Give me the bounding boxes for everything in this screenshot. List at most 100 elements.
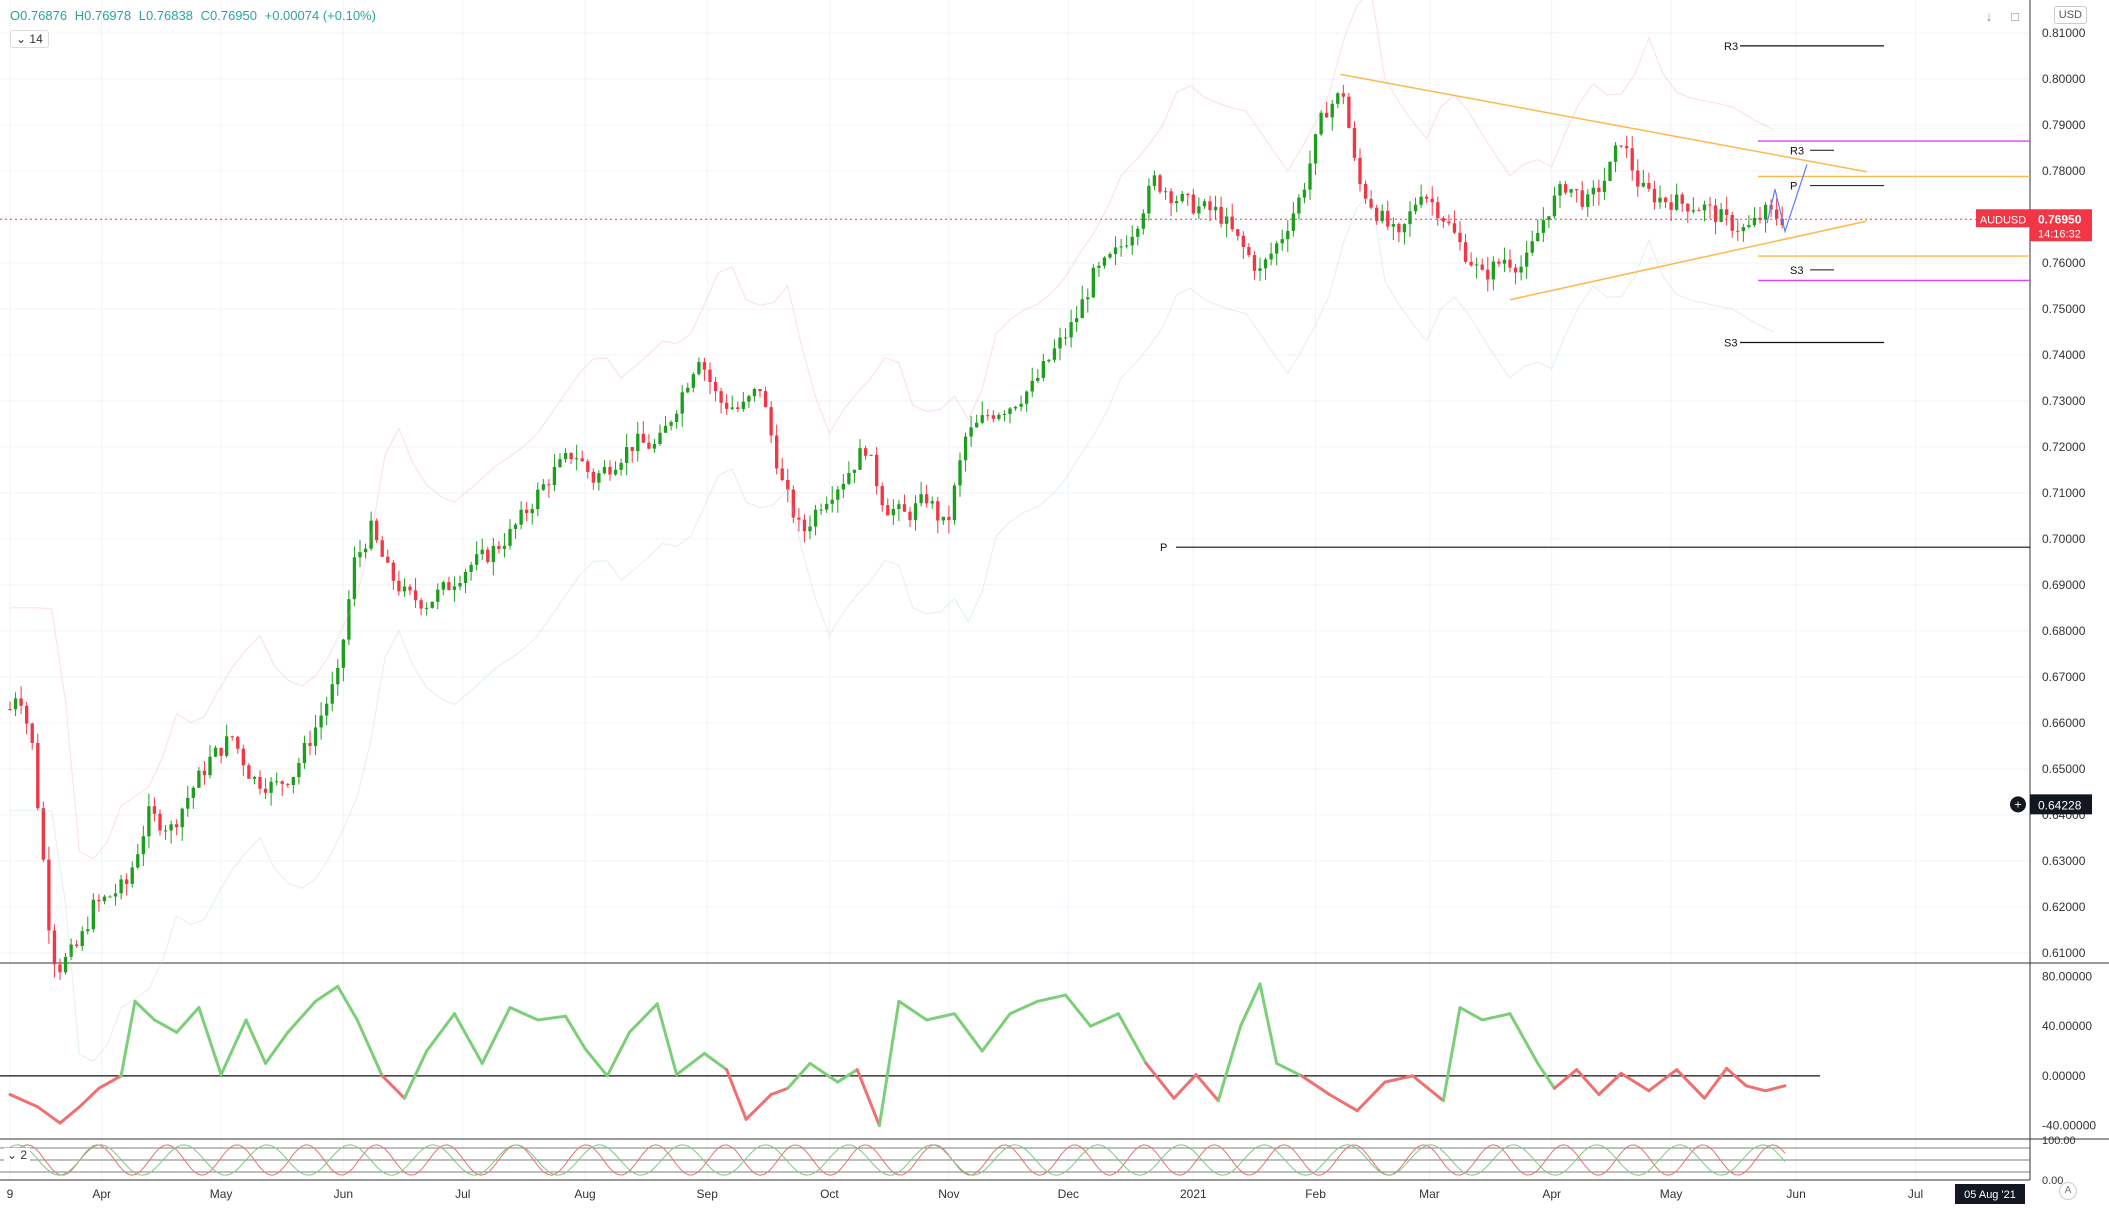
candle-body [419,600,423,609]
candle [641,421,645,444]
candle-body [1708,204,1712,206]
candle [1097,261,1101,278]
symbol-tag [1976,209,2030,228]
candle [1013,405,1018,411]
candle-body [1002,413,1007,415]
candle [1069,309,1073,348]
osc-segment [655,1002,679,1077]
candle [1725,196,1729,226]
candle [1325,101,1329,118]
osc-segment [952,1012,984,1053]
candle [480,538,484,560]
candle-body [63,956,68,973]
candle [1341,84,1345,105]
candle [952,482,957,525]
candle [1275,240,1279,266]
candle [541,479,545,491]
candle-body [1563,184,1568,193]
candle [80,926,84,951]
candle [508,519,512,550]
candle-body [1147,185,1151,214]
candle [1136,225,1140,246]
candle-body [1619,145,1623,147]
candle [1597,179,1601,206]
osc-segment [1008,999,1040,1016]
candle [1602,167,1607,200]
candle [1708,196,1712,219]
candle-body [1413,204,1418,212]
close-value: C0.76950 [200,8,257,23]
candle [1469,252,1473,268]
indicator-toggle[interactable]: ⌄ 14 [10,30,49,48]
candle-body [1775,209,1779,219]
arrow-down-icon[interactable]: ↓ [1985,9,1993,24]
candle [69,938,73,961]
candle [497,541,501,554]
osc-segment [1300,1074,1331,1096]
osc-segment [1239,982,1262,1028]
crosshair-icon [2010,796,2026,813]
candle-body [1341,93,1345,97]
candle-body [1219,206,1223,224]
candle-body [1436,202,1440,219]
osc-segment [897,999,929,1022]
candle-body [713,381,718,392]
candle-body [1730,215,1734,231]
crosshair-tag [2030,794,2092,815]
candle-body [919,494,923,504]
osc-segment [1441,1006,1462,1103]
candle-body [730,407,734,409]
candle-body [297,763,301,778]
candle-body [1063,337,1068,339]
candle-body [13,698,18,710]
candle-body [391,562,395,581]
osc-segment [119,999,137,1078]
candle [647,434,651,450]
candle-body [697,362,701,375]
candle-body [1175,201,1179,204]
candle-body [886,505,890,516]
candle-body [1602,180,1607,192]
candle-body [836,489,840,500]
y-tick-label: 0.66000 [2042,716,2086,730]
candle-body [1013,406,1018,409]
candle-body [1258,268,1262,271]
candle [219,747,223,764]
maximize-icon[interactable]: □ [2011,9,2019,24]
osc-segment [133,999,156,1022]
candle-body [313,727,318,746]
candle-body [1763,204,1768,220]
osc-segment [808,1061,840,1084]
candle [1352,121,1357,162]
candle [1513,264,1518,285]
candle [941,516,945,525]
candle [452,576,457,602]
candle-body [1308,163,1312,190]
candle [113,883,118,906]
osc-segment [1675,1068,1706,1100]
osc-segment [1216,1024,1243,1103]
candle [925,484,929,508]
candle-body [819,509,823,511]
candle-body [1408,211,1412,225]
candle [630,447,634,463]
candle [1213,195,1218,220]
candle [1586,189,1590,217]
y-tick-label: 0.71000 [2042,486,2086,500]
osc-segment [355,1018,384,1078]
candle [1336,92,1340,109]
candle-body [241,748,245,766]
candle [963,432,968,472]
candle [347,590,351,646]
candle [1063,328,1068,346]
candle [691,372,695,393]
osc-segment [452,1012,484,1065]
auto-scale-button[interactable]: A [2059,1182,2077,1200]
indicator-toggle-2[interactable]: ⌄ 2 [4,1148,31,1162]
currency-badge[interactable]: USD [2053,6,2087,24]
candle [1347,92,1351,129]
candle-body [1091,267,1095,298]
osc-segment [744,1093,773,1121]
candle [1075,306,1079,333]
